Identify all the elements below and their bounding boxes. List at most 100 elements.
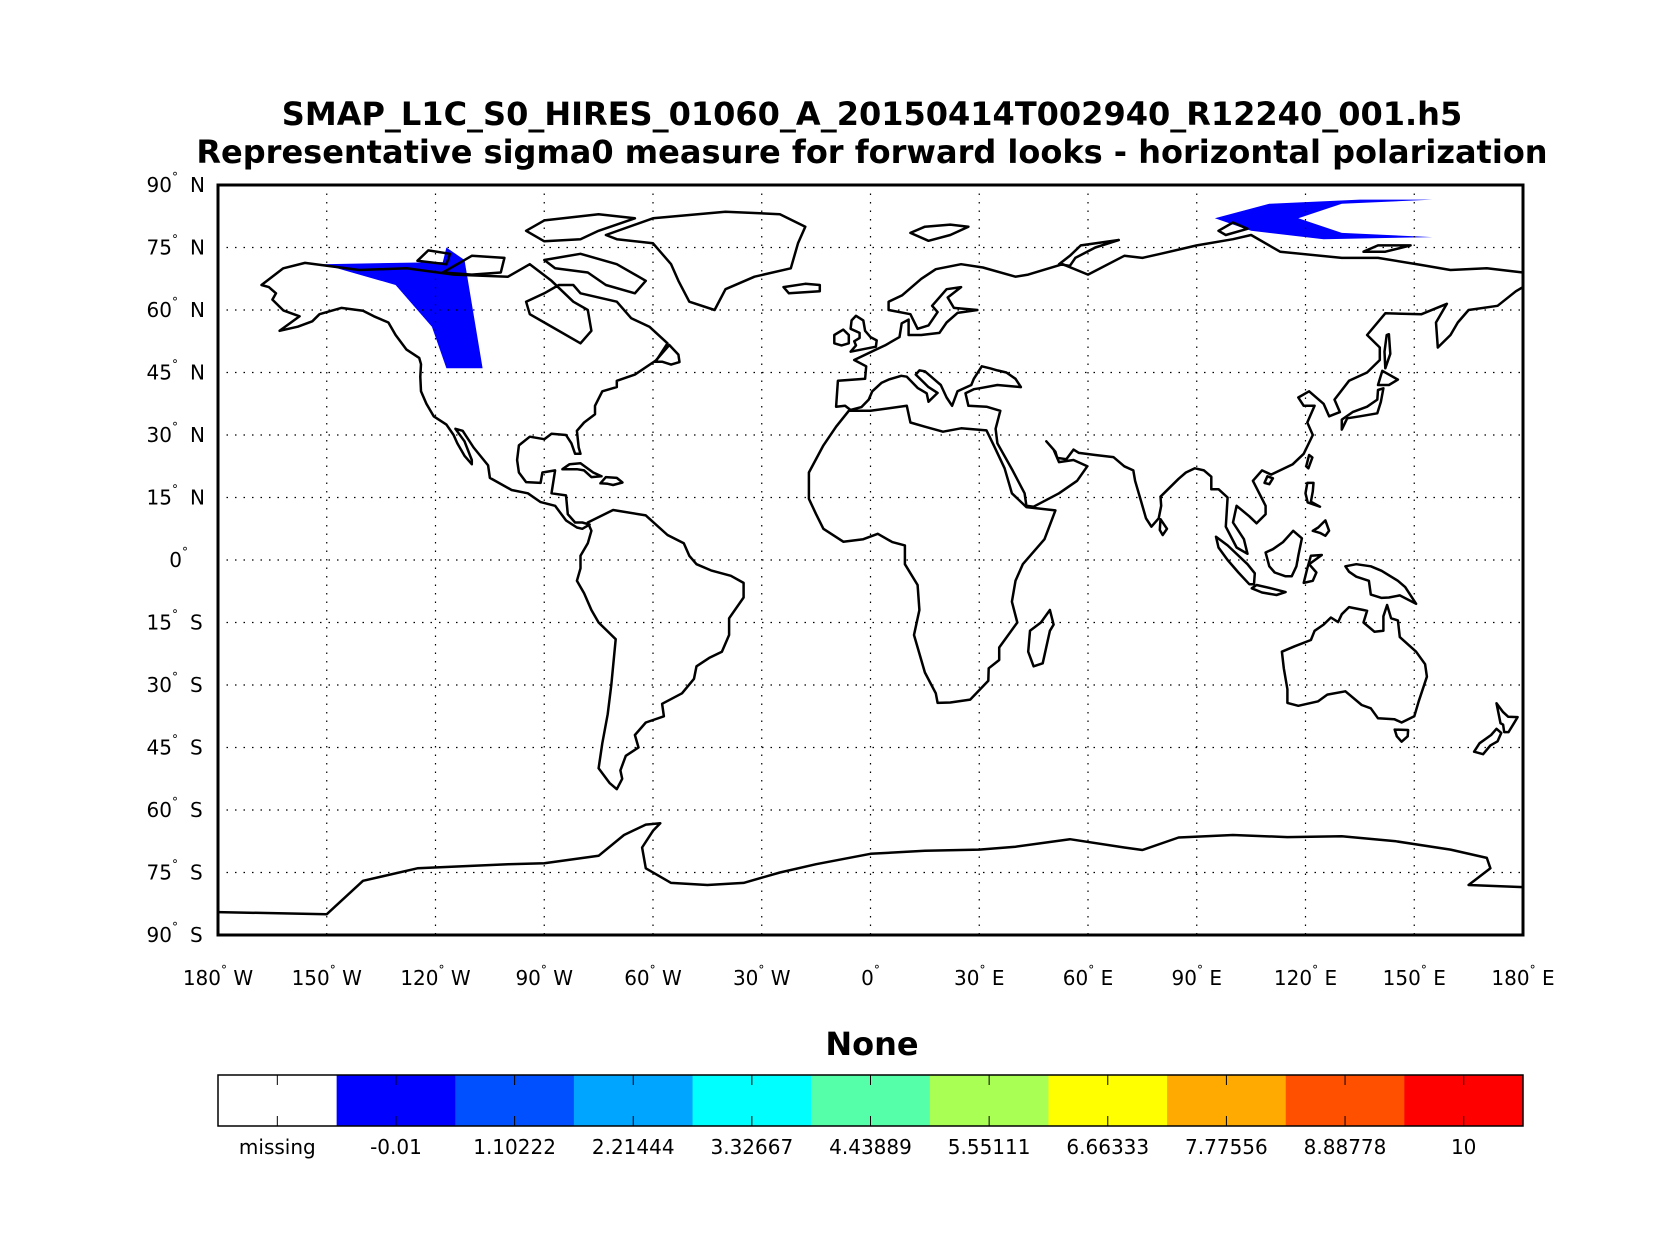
coastline-hainan: [1263, 475, 1275, 486]
lat-label-hemisphere: S: [190, 798, 203, 822]
lat-label-hemisphere: S: [190, 736, 203, 760]
lon-label: 60° W: [624, 963, 682, 990]
coastline-japan: [1340, 387, 1385, 431]
lon-label: 0°: [861, 963, 880, 990]
swath-arctic-siberia: [1214, 199, 1433, 240]
coastline-new-zealand-south: [1472, 727, 1503, 756]
lon-label: 30° E: [954, 963, 1004, 990]
coastline-north-america: [260, 261, 669, 531]
lon-label: 60° E: [1063, 963, 1113, 990]
coastline-sri-lanka: [1158, 517, 1169, 537]
lat-label-hemisphere: N: [190, 298, 205, 322]
colorbar: missing -0.01 1.10222 2.21444 3.32667 4.43889…: [217, 1074, 1524, 1159]
coastline-svalbard: [909, 223, 970, 243]
lon-label: 180° E: [1491, 963, 1554, 990]
colorbar-label: -0.01: [370, 1135, 422, 1159]
coastline-borneo: [1264, 529, 1304, 578]
lon-label: 90° E: [1172, 963, 1222, 990]
colorbar-label: 3.32667: [711, 1135, 794, 1159]
lat-label: 90°: [147, 170, 178, 197]
coastline-cuba: [561, 462, 603, 479]
coastline-sumatra: [1214, 535, 1257, 586]
lat-label-hemisphere: S: [190, 923, 203, 947]
lat-label: 0°: [169, 545, 188, 572]
world-map: 90° N 75° N 60° N 45° N 30° N 15° N 0° 15° S 30° S 45° S 60…: [147, 170, 1555, 990]
coastline-victoria-island: [441, 254, 506, 276]
colorbar-label: 4.43889: [829, 1135, 912, 1159]
coastline-new-zealand-north: [1495, 702, 1519, 734]
coastline-madagascar: [1026, 608, 1055, 668]
lat-label-hemisphere: N: [190, 236, 205, 260]
lat-label-hemisphere: S: [190, 861, 203, 885]
coastline-newfoundland: [653, 343, 681, 366]
coastline-luzon: [1304, 481, 1322, 508]
coastline-tasmania: [1393, 728, 1410, 743]
coastline-australia: [1280, 603, 1429, 724]
lat-label: 45°: [147, 358, 178, 385]
map-frame: [216, 183, 1525, 937]
coastline-new-siberian-islands: [1362, 244, 1412, 253]
lon-label: 150° E: [1383, 963, 1446, 990]
coastline-novaya-zemlya: [1057, 238, 1121, 268]
lat-label: 45°: [147, 733, 178, 760]
colorbar-label: 1.10222: [473, 1135, 556, 1159]
title-line-2: Representative sigma0 measure for forwar…: [196, 133, 1547, 171]
coastline-new-guinea: [1344, 562, 1418, 606]
lat-label: 15°: [147, 483, 178, 510]
latitude-labels: 90° N 75° N 60° N 45° N 30° N 15° N 0° 15° S 30° S 45° S 60…: [147, 170, 205, 947]
coastline-severnaya-zemlya: [1217, 221, 1249, 237]
lon-label: 120° W: [400, 963, 471, 990]
coastline-banks-island: [416, 249, 452, 266]
coastline-sakhalin: [1383, 332, 1392, 370]
coastline-south-america: [575, 508, 745, 791]
lat-label: 75°: [147, 233, 178, 260]
lat-label: 75°: [147, 858, 178, 885]
lat-label: 90°: [147, 920, 178, 947]
lat-label-hemisphere: N: [190, 173, 205, 197]
title-line-1: SMAP_L1C_S0_HIRES_01060_A_20150414T00294…: [282, 95, 1462, 133]
colorbar-label: 7.77556: [1185, 1135, 1268, 1159]
coastline-ellesmere-island: [524, 212, 637, 243]
lat-label: 15°: [147, 608, 178, 635]
lon-label: 120° E: [1274, 963, 1337, 990]
coastline-taiwan: [1304, 453, 1314, 470]
lat-label-hemisphere: N: [190, 486, 205, 510]
lat-label-hemisphere: N: [190, 361, 205, 385]
lat-label: 30°: [147, 670, 178, 697]
coastline-antarctica: [217, 822, 1524, 916]
coastlines: [217, 210, 1525, 916]
coastline-iceland: [782, 282, 822, 295]
lat-label: 60°: [147, 295, 178, 322]
data-swaths: [323, 199, 1433, 369]
coastline-great-britain: [849, 314, 878, 353]
coastline-mindanao: [1311, 519, 1331, 538]
lat-label-hemisphere: S: [190, 673, 203, 697]
longitude-labels: 180° W 150° W 120° W 90° W 60° W 30° W 0° 30° E…: [183, 963, 1555, 990]
coastline-baffin-island: [543, 252, 648, 295]
coastline-hokkaido: [1376, 369, 1400, 387]
colorbar-label: 5.55111: [948, 1135, 1031, 1159]
coastline-eurasia: [834, 233, 1525, 556]
lat-label: 60°: [147, 795, 178, 822]
colorbar-label: 8.88778: [1304, 1135, 1387, 1159]
coastline-hispaniola: [599, 475, 624, 487]
lat-label-hemisphere: S: [190, 611, 203, 635]
colorbar-label: 10: [1451, 1135, 1476, 1159]
graticule: [218, 185, 1523, 935]
lon-label: 90° W: [515, 963, 573, 990]
coastline-africa: [807, 404, 1057, 705]
lat-label-hemisphere: N: [190, 423, 205, 447]
lon-label: 180° W: [183, 963, 254, 990]
colorbar-label: 2.21444: [592, 1135, 675, 1159]
colorbar-label: missing: [239, 1135, 316, 1159]
coastline-greenland: [604, 210, 807, 312]
lat-label: 30°: [147, 420, 178, 447]
coastline-ireland: [833, 328, 851, 347]
swath-north-america: [323, 247, 483, 369]
lon-label: 30° W: [733, 963, 791, 990]
colorbar-label: 6.66333: [1066, 1135, 1149, 1159]
lon-label: 150° W: [292, 963, 363, 990]
coastline-java: [1250, 583, 1287, 597]
colorbar-title: None: [825, 1025, 918, 1063]
